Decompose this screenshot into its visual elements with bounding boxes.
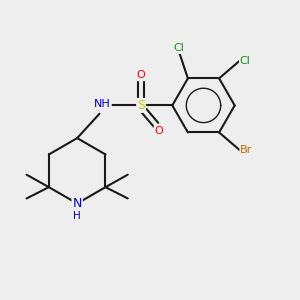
Text: O: O	[137, 70, 146, 80]
Text: H: H	[73, 211, 81, 221]
Text: Cl: Cl	[173, 43, 184, 53]
Text: Cl: Cl	[240, 56, 251, 66]
Text: Br: Br	[240, 145, 253, 155]
Text: S: S	[137, 99, 145, 112]
Text: N: N	[73, 197, 82, 210]
Text: O: O	[154, 126, 163, 136]
Text: NH: NH	[94, 99, 111, 109]
